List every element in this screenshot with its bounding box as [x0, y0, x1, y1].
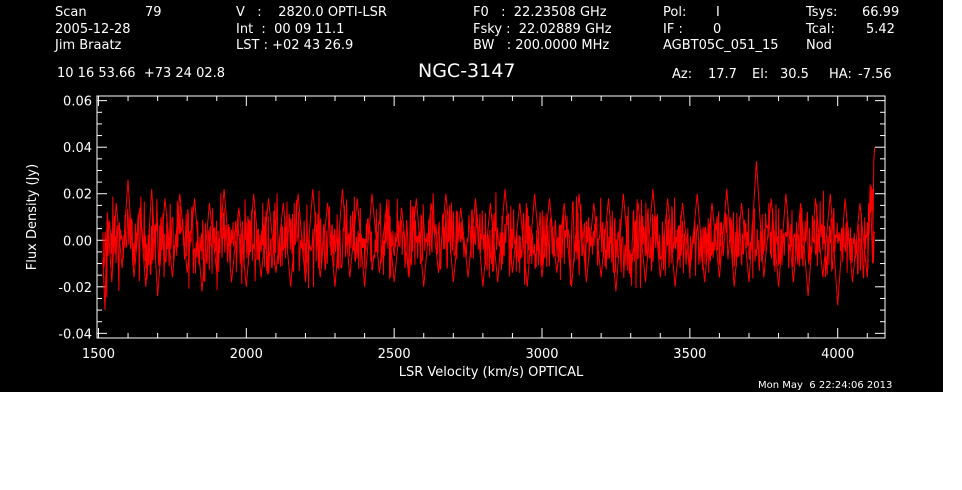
plot-timestamp: Mon May 6 22:24:06 2013: [758, 380, 893, 391]
az-label: Az:: [672, 67, 693, 82]
x-tick-label: 3000: [525, 347, 558, 362]
el-value: 30.5: [780, 67, 809, 82]
y-tick-label: 0.00: [63, 234, 92, 249]
spectrum-trace: [102, 147, 876, 311]
source-coordinates: 10 16 53.66 +73 24 02.8: [57, 66, 226, 81]
axis-ticks: [97, 96, 885, 338]
y-axis-label: Flux Density (Jy): [25, 164, 40, 270]
ha-value: -7.56: [858, 67, 892, 82]
tcal-value: 5.42: [866, 22, 895, 37]
procedure-mode: Nod: [806, 38, 832, 53]
rest-frequency: F0 : 22.23508 GHz: [473, 5, 607, 20]
observer-name: Jim Braatz: [55, 38, 122, 53]
scan-value: 79: [145, 5, 162, 20]
scan-label: Scan: [55, 5, 87, 20]
plot-panel: Scan 79 V : 2820.0 OPTI-LSR F0 : 22.2350…: [0, 0, 943, 392]
integration-time: Int : 00 09 11.1: [236, 22, 345, 37]
y-tick-label: 0.04: [63, 141, 92, 156]
x-tick-label: 4000: [821, 347, 854, 362]
x-axis-label: LSR Velocity (km/s) OPTICAL: [399, 365, 584, 380]
ha-label: HA:: [829, 67, 852, 82]
y-tick-label: -0.02: [58, 281, 92, 296]
velocity-info: V : 2820.0 OPTI-LSR: [236, 5, 387, 20]
x-tick-label: 1500: [82, 347, 115, 362]
pol-value: I: [716, 5, 720, 20]
axis-tick-labels: 1500 2000 2500 3000 3500 4000 -0.04 -0.02 0.00 0.…: [58, 95, 854, 362]
tsys-label: Tsys:: [806, 5, 838, 20]
source-title: NGC-3147: [418, 60, 516, 82]
tsys-value: 66.99: [862, 5, 900, 20]
project-id: AGBT05C_051_15: [663, 38, 779, 53]
pol-label: Pol:: [663, 5, 687, 20]
spectrum-noise-line: [102, 186, 876, 298]
y-tick-label: 0.02: [63, 188, 92, 203]
observation-date: 2005-12-28: [55, 22, 131, 37]
bandwidth: BW : 200.0000 MHz: [473, 38, 610, 53]
sky-frequency: Fsky : 22.02889 GHz: [473, 22, 612, 37]
if-label: IF :: [663, 22, 683, 37]
tcal-label: Tcal:: [806, 22, 835, 37]
y-tick-label: 0.06: [63, 95, 92, 110]
az-value: 17.7: [708, 67, 737, 82]
x-tick-label: 3500: [673, 347, 706, 362]
plot-frame: [96, 95, 886, 339]
el-label: El:: [752, 67, 769, 82]
lst-info: LST : +02 43 26.9: [236, 38, 354, 53]
spectrum-plot: 1500 2000 2500 3000 3500 4000 -0.04 -0.02 0.00 0.…: [25, 95, 886, 380]
x-tick-label: 2500: [378, 347, 411, 362]
x-tick-label: 2000: [230, 347, 263, 362]
spectrum-series-line: [102, 147, 876, 311]
if-value: 0: [713, 22, 722, 37]
y-tick-label: -0.04: [58, 327, 92, 342]
